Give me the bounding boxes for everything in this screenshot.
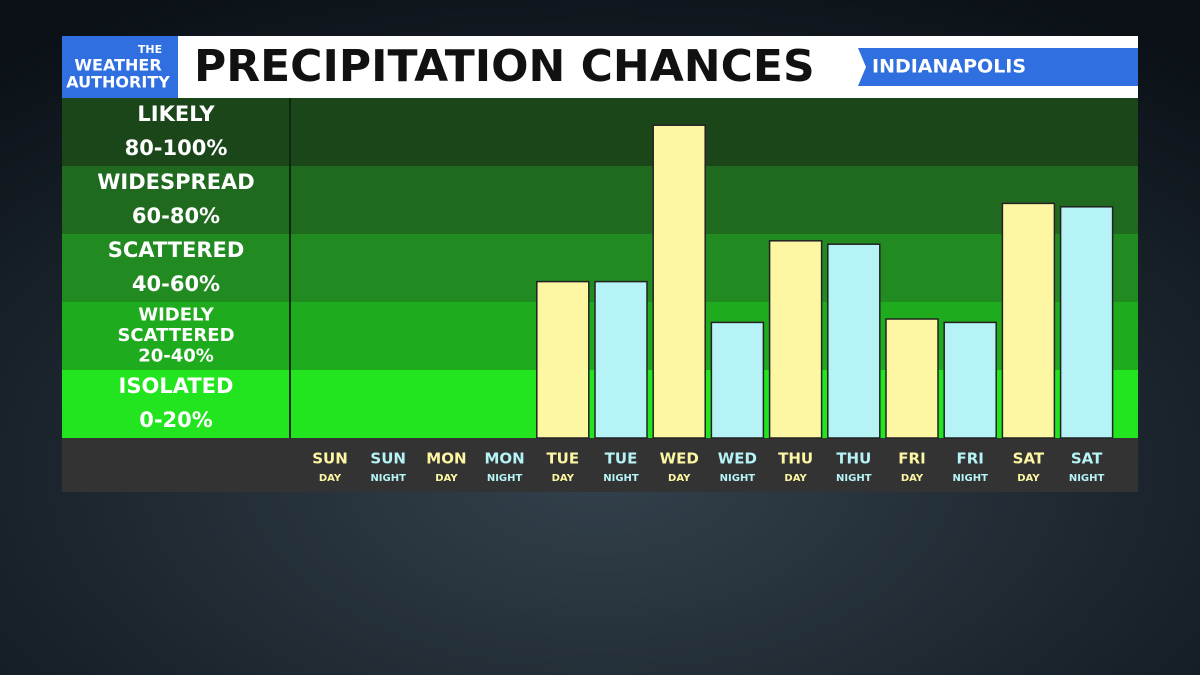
x-tick-sublabel: DAY (784, 473, 807, 484)
logo-text: WEATHER (74, 56, 161, 75)
location-tag (858, 48, 1138, 86)
band-range: 0-20% (139, 408, 213, 432)
bar (885, 318, 939, 439)
x-tick-label: WED (718, 450, 757, 468)
bar (827, 243, 881, 439)
chart-title: PRECIPITATION CHANCES (194, 41, 815, 92)
x-tick-sublabel: NIGHT (836, 473, 872, 484)
x-tick-sublabel: DAY (319, 473, 342, 484)
location: INDIANAPOLIS (872, 56, 1026, 78)
x-tick-label: SUN (312, 450, 348, 468)
band-range: 60-80% (132, 204, 220, 228)
x-tick-sublabel: DAY (435, 473, 458, 484)
x-tick-label: MON (484, 450, 524, 468)
logo-box (62, 36, 178, 98)
x-tick-sublabel: NIGHT (952, 473, 988, 484)
x-tick-label: FRI (898, 450, 925, 468)
x-tick-sublabel: DAY (668, 473, 691, 484)
band-range: 40-60% (132, 272, 220, 296)
x-tick-label: THU (836, 450, 871, 468)
x-tick-label: MON (426, 450, 466, 468)
bar (943, 321, 997, 439)
x-tick-sublabel: NIGHT (487, 473, 523, 484)
band-label: SCATTERED (108, 238, 245, 262)
x-tick-label: SAT (1013, 450, 1045, 468)
logo-text: AUTHORITY (66, 73, 170, 92)
bar (1059, 206, 1114, 439)
label-strip (62, 438, 1138, 492)
bar (1001, 202, 1056, 439)
band-range: 20-40% (138, 346, 214, 367)
x-tick-label: TUE (546, 450, 579, 468)
logo-text: THE (138, 43, 162, 56)
x-tick-sublabel: NIGHT (603, 473, 639, 484)
bar (768, 240, 823, 439)
bar (710, 321, 765, 439)
band-label: WIDELY (138, 304, 214, 325)
band-label: WIDESPREAD (97, 170, 254, 194)
x-tick-label: TUE (605, 450, 638, 468)
band-label: ISOLATED (119, 374, 234, 398)
bar (652, 124, 706, 439)
x-tick-sublabel: NIGHT (370, 473, 406, 484)
x-tick-sublabel: DAY (552, 473, 575, 484)
band-label: LIKELY (137, 102, 215, 126)
band-range: 80-100% (125, 136, 228, 160)
band (62, 98, 1138, 166)
band-label: SCATTERED (117, 325, 234, 346)
x-tick-label: THU (778, 450, 813, 468)
x-tick-sublabel: NIGHT (1069, 473, 1105, 484)
x-tick-sublabel: NIGHT (720, 473, 756, 484)
x-tick-label: WED (660, 450, 699, 468)
x-tick-sublabel: DAY (901, 473, 924, 484)
x-tick-label: SUN (370, 450, 406, 468)
x-tick-sublabel: DAY (1017, 473, 1040, 484)
x-tick-label: SAT (1071, 450, 1103, 468)
x-tick-label: FRI (957, 450, 984, 468)
bar (536, 280, 590, 439)
band (62, 166, 1138, 234)
bar (594, 280, 648, 439)
